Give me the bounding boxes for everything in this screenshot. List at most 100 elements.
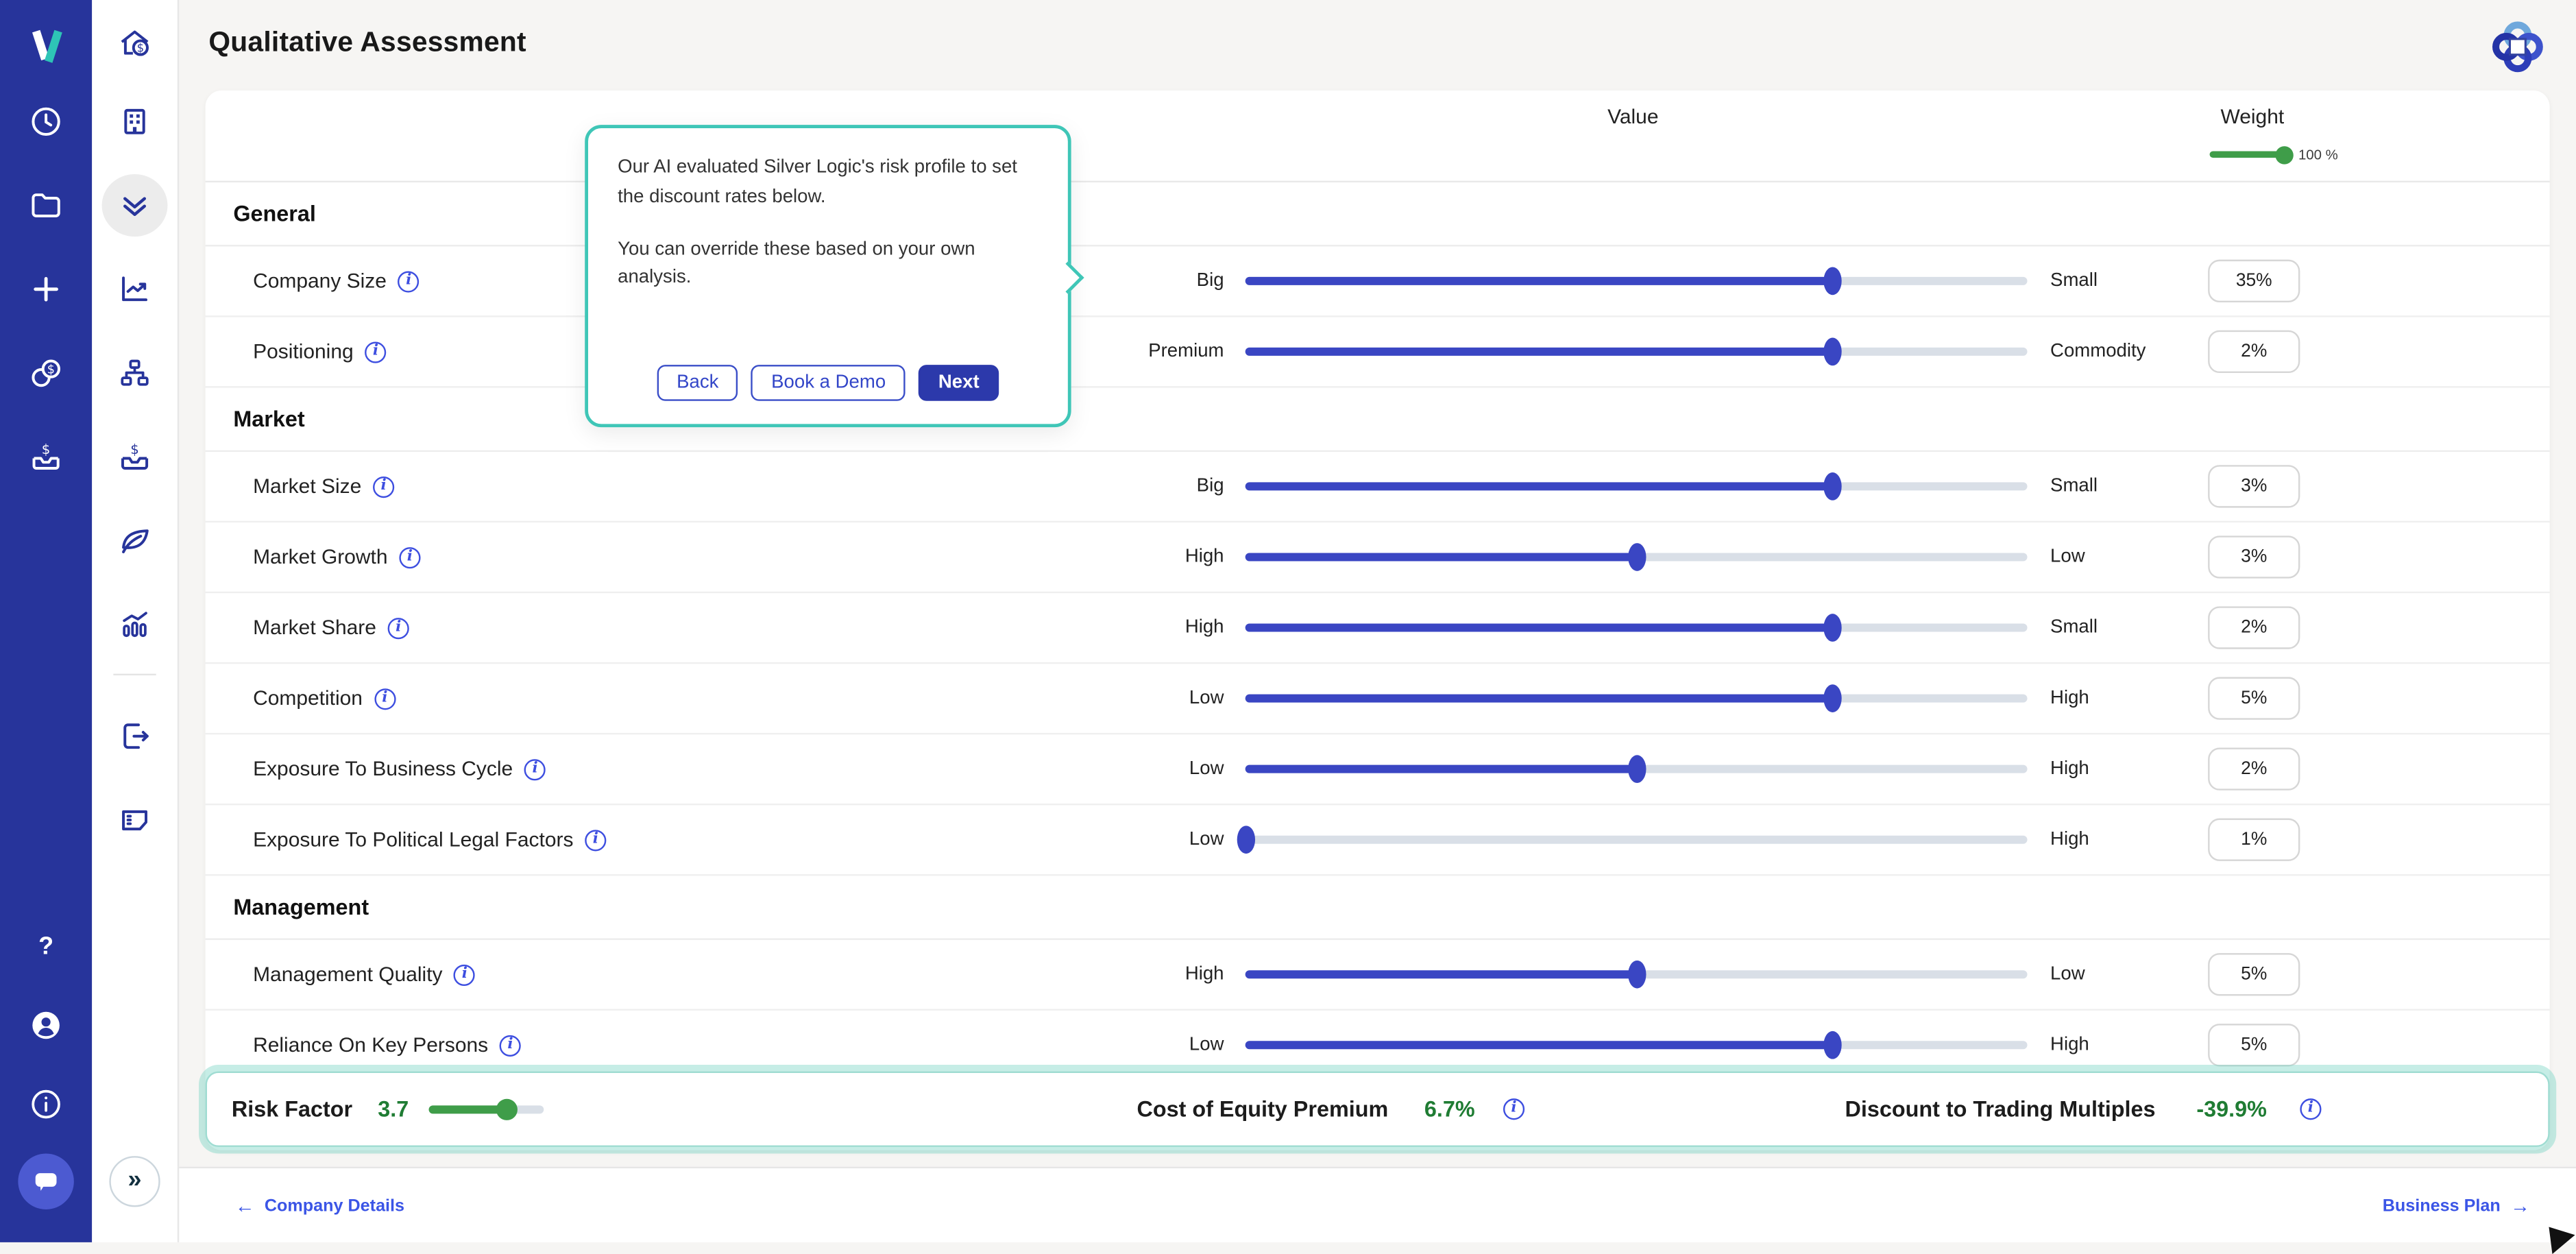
weight-badge[interactable]: 5% [2208, 1024, 2300, 1067]
weight-badge[interactable]: 35% [2208, 259, 2300, 302]
inbox-dollar-icon[interactable]: $ [28, 439, 64, 475]
weight-badge[interactable]: 3% [2208, 535, 2300, 579]
value-slider[interactable] [1245, 614, 2028, 642]
factor-row: Positioning i Premium Commodity 2% [205, 317, 2550, 388]
table-body: General Company Size i Big Small 35% Pos… [205, 182, 2550, 1080]
business-plan-link[interactable]: Business Plan → [2382, 1194, 2530, 1218]
info-icon[interactable]: i [365, 341, 387, 363]
weight-badge[interactable]: 2% [2208, 747, 2300, 791]
svg-text:$: $ [137, 41, 144, 54]
cost-of-equity-label: Cost of Equity Premium [1137, 1096, 1389, 1122]
factor-row: Reliance On Key Persons i Low High 5% [206, 1011, 2550, 1080]
user-icon[interactable] [28, 1007, 64, 1044]
value-slider[interactable] [1245, 267, 2028, 296]
factor-label: Exposure To Business Cycle i [253, 758, 546, 780]
section-row: General [205, 182, 2550, 247]
weight-badge[interactable]: 5% [2208, 677, 2300, 720]
qualitative-assessment-icon[interactable] [117, 187, 153, 224]
popup-text: Our AI evaluated Silver Logic's risk pro… [618, 154, 1041, 317]
total-weight-slider[interactable]: 100 % [2209, 145, 2338, 164]
help-icon[interactable]: ? [38, 932, 54, 961]
account-avatar[interactable] [2489, 18, 2544, 73]
value-slider-knob[interactable] [1627, 543, 1646, 571]
info-icon[interactable]: i [387, 616, 409, 639]
value-slider-knob[interactable] [1823, 1030, 1841, 1059]
notes-icon[interactable] [117, 802, 153, 839]
plus-icon[interactable] [28, 271, 64, 307]
weight-badge[interactable]: 2% [2208, 606, 2300, 649]
risk-slider-knob[interactable] [496, 1098, 518, 1120]
info-icon[interactable]: i [399, 546, 421, 568]
total-weight-slider-knob[interactable] [2275, 145, 2294, 164]
collapse-sidebar-button[interactable]: » [109, 1156, 160, 1207]
value-slider[interactable] [1245, 543, 2028, 571]
inbox-dollar-icon-2[interactable]: $ [117, 439, 153, 475]
factor-label: Positioning i [253, 340, 387, 363]
value-slider[interactable] [1245, 960, 2028, 989]
value-slider[interactable] [1245, 755, 2028, 784]
value-column-header: Value [1607, 105, 1659, 128]
info-icon[interactable]: i [499, 1034, 522, 1056]
next-button[interactable]: Next [919, 365, 999, 401]
value-slider-fill [1245, 764, 1637, 773]
folder-icon[interactable] [28, 187, 64, 224]
popup-line2: You can override these based on your own… [618, 239, 975, 289]
info-icon[interactable]: i [398, 270, 420, 292]
info-icon[interactable] [28, 1086, 64, 1122]
value-slider-knob[interactable] [1236, 825, 1254, 854]
building-icon[interactable] [117, 104, 153, 140]
export-icon[interactable] [117, 718, 153, 754]
chart-line-icon[interactable] [117, 271, 153, 307]
ai-tour-popup: Our AI evaluated Silver Logic's risk pro… [585, 125, 1084, 428]
factor-row: Exposure To Political Legal Factors i Lo… [205, 805, 2550, 876]
info-icon[interactable]: i [585, 829, 607, 851]
risk-factor-slider[interactable] [428, 1098, 544, 1120]
value-slider[interactable] [1236, 825, 2028, 854]
weight-badge[interactable]: 1% [2208, 818, 2300, 861]
value-slider-knob[interactable] [1823, 472, 1841, 501]
section-row: Management [205, 876, 2550, 940]
valutico-logo-icon[interactable] [21, 21, 71, 71]
secondary-sidebar: $ $ » [92, 0, 180, 1243]
value-slider-fill [1245, 694, 1832, 703]
bar-chart-icon[interactable] [117, 606, 153, 642]
info-icon[interactable]: i [524, 758, 546, 780]
value-slider-knob[interactable] [1823, 337, 1841, 366]
value-slider[interactable] [1245, 472, 2028, 501]
back-button[interactable]: Back [657, 365, 739, 401]
cost-info-icon[interactable]: i [1503, 1098, 1525, 1120]
coins-icon[interactable]: $ [28, 355, 64, 391]
weight-badge[interactable]: 5% [2208, 953, 2300, 996]
value-slider-knob[interactable] [1627, 755, 1646, 784]
value-slider[interactable] [1245, 337, 2028, 366]
leaf-icon[interactable] [117, 522, 153, 559]
factor-label: Management Quality i [253, 963, 476, 986]
left-arrow-icon: ← [234, 1194, 255, 1218]
slider-left-label: Low [1189, 830, 1224, 850]
history-icon[interactable] [28, 104, 64, 140]
info-icon[interactable]: i [454, 963, 476, 985]
value-slider-fill [1245, 970, 1637, 979]
home-dollar-icon[interactable]: $ [117, 25, 153, 61]
slider-right-label: High [2050, 1035, 2089, 1055]
weight-column-header: Weight [2220, 105, 2285, 128]
value-slider-knob[interactable] [1823, 267, 1841, 296]
factor-row: Exposure To Business Cycle i Low High 2% [205, 734, 2550, 806]
factor-label: Market Growth i [253, 546, 421, 568]
company-details-link[interactable]: ← Company Details [234, 1194, 405, 1218]
weight-badge[interactable]: 3% [2208, 465, 2300, 508]
weight-badge[interactable]: 2% [2208, 330, 2300, 374]
org-chart-icon[interactable] [117, 355, 153, 391]
discount-info-icon[interactable]: i [2300, 1098, 2322, 1120]
factor-label: Market Share i [253, 616, 409, 639]
chat-icon[interactable] [18, 1153, 74, 1209]
info-icon[interactable]: i [373, 475, 395, 497]
section-title: Management [233, 894, 369, 919]
value-slider-knob[interactable] [1823, 684, 1841, 712]
value-slider[interactable] [1245, 1030, 2028, 1059]
value-slider-knob[interactable] [1627, 960, 1646, 989]
book-a-demo-button[interactable]: Book a Demo [751, 365, 906, 401]
info-icon[interactable]: i [374, 688, 396, 710]
value-slider-knob[interactable] [1823, 614, 1841, 642]
value-slider[interactable] [1245, 684, 2028, 712]
